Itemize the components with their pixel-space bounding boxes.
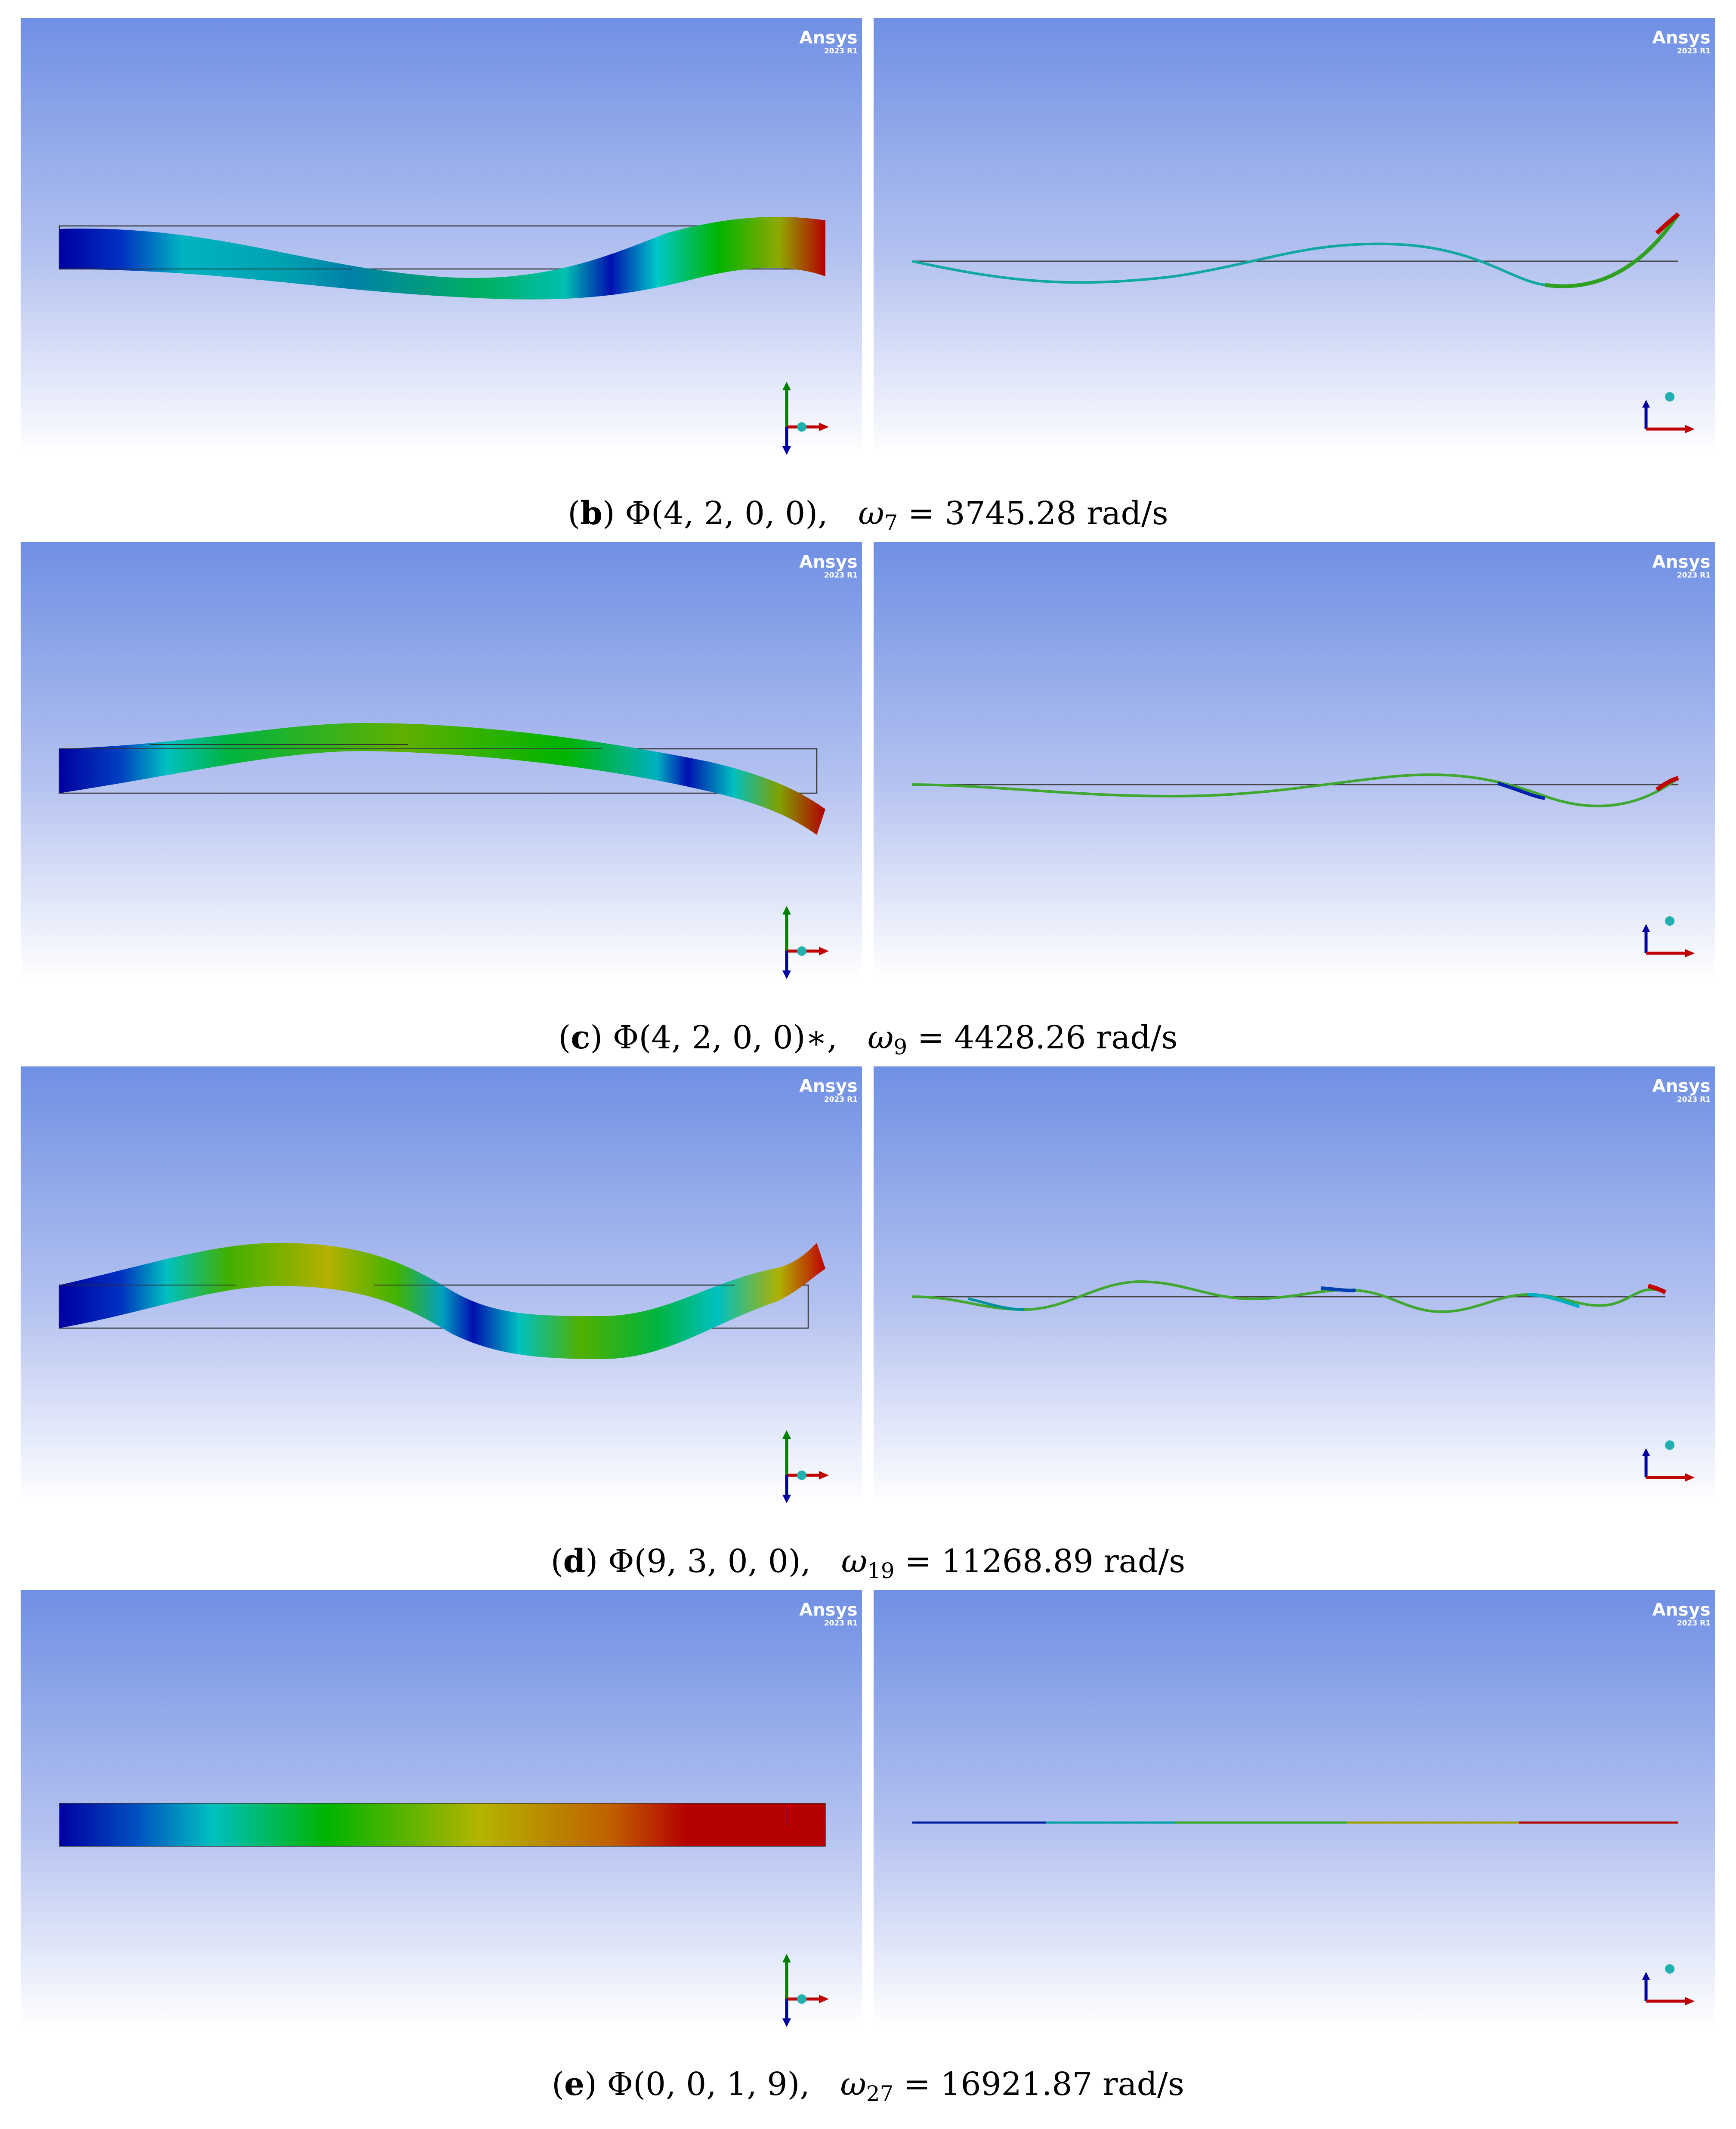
ansys-logo: Ansys 2023 R1 [1652,28,1711,56]
beam-3d-view-c [21,542,862,979]
figure-row-d: Ansys 2023 R1 Ansys 2023 R1 [0,1066,1736,1503]
axis-triad-b [782,382,829,455]
right-viewport-e: Ansys 2023 R1 [874,1590,1715,2027]
caption-d: (d) Φ(9, 3, 0, 0), ω19 = 11268.89 rad/s [550,1543,1186,1583]
right-viewport-d: Ansys 2023 R1 [874,1066,1715,1503]
ansys-logo: Ansys 2023 R1 [1652,1600,1711,1628]
caption-b: (b) Φ(4, 2, 0, 0), ω7 = 3745.28 rad/s [568,495,1168,535]
left-viewport-c: Ansys 2023 R1 [21,542,862,979]
axis-triad-right-d [1642,1440,1695,1482]
beam-side-view-b [874,18,1715,455]
right-viewport-c: Ansys 2023 R1 [874,542,1715,979]
ansys-logo: Ansys 2023 R1 [799,552,858,580]
ansys-logo: Ansys 2023 R1 [799,28,858,56]
beam-side-view-e [874,1590,1715,2027]
figure-row-b: Ansys 2023 R1 Ansys 2023 R1 [0,18,1736,455]
left-viewport-b: Ansys 2023 R1 [21,18,862,455]
axis-triad-right-e [1642,1964,1695,2005]
figure-row-e: Ansys 2023 R1 Ansys 2023 R1 [0,1590,1736,2027]
axis-triad-d [782,1430,829,1503]
beam-side-view-c [874,542,1715,979]
ansys-logo: Ansys 2023 R1 [799,1600,858,1628]
left-viewport-e: Ansys 2023 R1 [21,1590,862,2027]
caption-e: (e) Φ(0, 0, 1, 9), ω27 = 16921.87 rad/s [552,2066,1184,2106]
ansys-logo: Ansys 2023 R1 [1652,1076,1711,1104]
beam-side-view-d [874,1066,1715,1503]
figure-row-c: Ansys 2023 R1 Ansys 2023 R1 [0,542,1736,979]
beam-3d-view-e [21,1590,862,2027]
axis-triad-right-c [1642,916,1695,958]
axis-triad-e [782,1954,829,2027]
beam-3d-view-b [21,18,862,455]
left-viewport-d: Ansys 2023 R1 [21,1066,862,1503]
beam-3d-view-d [21,1066,862,1503]
axis-triad-right-b [1642,392,1695,433]
right-viewport-b: Ansys 2023 R1 [874,18,1715,455]
axis-triad-c [782,906,829,979]
caption-c: (c) Φ(4, 2, 0, 0)∗, ω9 = 4428.26 rad/s [558,1019,1178,1060]
ansys-logo: Ansys 2023 R1 [799,1076,858,1104]
ansys-logo: Ansys 2023 R1 [1652,552,1711,580]
